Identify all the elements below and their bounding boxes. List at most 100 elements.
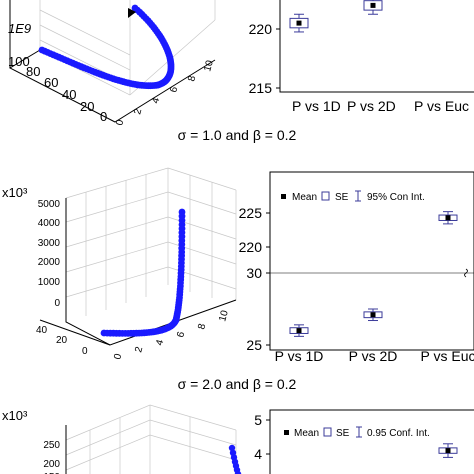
tick-label: 10 <box>217 309 231 323</box>
top-3d-axes <box>8 0 216 123</box>
middle-z-axis-label: x10³ <box>2 185 28 200</box>
bottom-box-plot: 5 4 Mean SE 0.95 Conf. Int. <box>254 409 474 474</box>
top-3d-plot: 1E9 100 80 60 40 20 0 0 2 4 6 8 10 <box>8 0 216 127</box>
category-label: P vs Euc <box>421 348 474 364</box>
top-z-axis-label: 1E9 <box>8 21 31 36</box>
tick-label: 0 <box>100 109 107 124</box>
category-label: P vs 1D <box>275 348 324 364</box>
mean-marker <box>296 20 302 26</box>
tick-label: 1000 <box>38 277 61 288</box>
legend-ci-marker <box>355 190 361 202</box>
data-point <box>234 470 242 474</box>
data-point <box>228 444 236 452</box>
mean-marker <box>445 215 451 221</box>
tick-label: 200 <box>43 459 60 470</box>
bottom-box-marks <box>438 443 458 458</box>
tick-label: 80 <box>26 64 40 79</box>
y-tick-label: 30 <box>246 265 262 281</box>
tick-label: 4000 <box>38 218 61 229</box>
tick-label: 3000 <box>38 238 61 249</box>
tick-label: 100 <box>8 54 30 69</box>
bottom-box-frame <box>269 409 474 474</box>
tick-label: 5000 <box>38 199 61 210</box>
tick-label: 10 <box>202 59 216 73</box>
tick-label: 20 <box>56 335 68 346</box>
legend-item: 0.95 Conf. Int. <box>367 428 430 439</box>
tick-label: 20 <box>80 99 94 114</box>
tick-label: 2 <box>133 345 145 354</box>
tick-label: 4 <box>154 338 166 347</box>
middle-legend: Mean SE 95% Con Int. <box>281 190 425 203</box>
tick-label: 8 <box>196 322 208 331</box>
middle-floor-x-ticks: 40 20 0 <box>36 325 88 357</box>
category-label: P vs 2D <box>347 98 396 114</box>
tick-label: 4 <box>150 96 162 105</box>
tick-label: 0 <box>54 298 60 309</box>
legend-item: SE <box>335 192 349 203</box>
top-box-axes <box>279 0 474 93</box>
tick-label: 0 <box>112 352 124 361</box>
category-label: P vs Euc <box>414 98 469 114</box>
bottom-z-axis-label: x10³ <box>2 408 28 423</box>
middle-box-plot: 225 220 30 25 Mean SE 95% Con Int. P vs … <box>239 171 474 364</box>
legend-se-marker <box>321 191 330 201</box>
y-tick-label: 225 <box>239 205 263 221</box>
middle-3d-grid <box>65 167 237 322</box>
mean-marker <box>370 312 376 318</box>
middle-floor-y-ticks: 0 2 4 6 8 10 <box>112 309 231 361</box>
middle-z-ticks: 5000 4000 3000 2000 1000 0 <box>38 199 61 309</box>
axis-break-mark <box>464 268 468 278</box>
y-tick-label: 220 <box>239 239 263 255</box>
middle-box-frame <box>269 171 474 351</box>
y-tick-label: 4 <box>254 446 262 462</box>
mean-marker <box>296 328 302 334</box>
top-box-plot: 220 215 P vs 1D P vs 2D P vs Euc <box>249 0 474 114</box>
legend-item: Mean <box>292 192 317 203</box>
category-label: P vs 1D <box>292 98 341 114</box>
legend-item: 95% Con Int. <box>367 192 425 203</box>
top-floor-x-ticks: 100 80 60 40 20 0 <box>8 54 107 124</box>
tick-label: 6 <box>168 85 180 94</box>
y-tick-label: 220 <box>249 21 273 37</box>
tick-label: 8 <box>186 74 198 83</box>
top-floor-y-ticks: 0 2 4 6 8 10 <box>114 59 216 127</box>
middle-box-marks <box>289 211 458 337</box>
tick-label: 2 <box>132 107 144 116</box>
middle-3d-axes <box>39 198 237 346</box>
bottom-3d-curve <box>228 444 242 474</box>
legend-item: SE <box>336 428 350 439</box>
tick-label: 0 <box>114 118 126 127</box>
curve-end-marker <box>128 8 136 18</box>
tick-label: 60 <box>44 75 58 90</box>
legend-mean-marker <box>281 194 286 199</box>
bottom-3d-grid <box>65 404 237 474</box>
bottom-legend: Mean SE 0.95 Conf. Int. <box>284 426 430 439</box>
tick-label: 0 <box>82 346 88 357</box>
legend-ci-marker <box>356 426 362 438</box>
top-box-marks <box>289 0 383 33</box>
mean-marker <box>370 2 376 8</box>
mean-marker <box>445 448 451 454</box>
legend-mean-marker <box>284 430 289 435</box>
legend-item: Mean <box>294 428 319 439</box>
y-tick-label: 215 <box>249 80 273 96</box>
tick-label: 6 <box>175 330 187 339</box>
top-3d-curve <box>38 4 175 90</box>
tick-label: 250 <box>43 440 60 451</box>
panel-title: σ = 2.0 and β = 0.2 <box>178 376 297 392</box>
middle-3d-curve <box>100 208 186 337</box>
tick-label: 40 <box>62 87 76 102</box>
legend-se-marker <box>323 427 332 437</box>
middle-3d-plot: x10³ 5000 4000 3000 2000 1000 0 40 20 0 … <box>2 167 237 361</box>
y-tick-label: 25 <box>246 337 262 353</box>
bottom-3d-plot: x10³ 250 200 150 <box>2 404 242 474</box>
data-point <box>131 4 139 12</box>
tick-label: 40 <box>36 325 48 336</box>
tick-label: 2000 <box>38 257 61 268</box>
panel-title: σ = 1.0 and β = 0.2 <box>178 127 297 143</box>
tick-label: 150 <box>43 472 60 474</box>
y-tick-label: 5 <box>254 412 262 428</box>
data-point <box>178 208 186 216</box>
category-label: P vs 2D <box>349 348 398 364</box>
